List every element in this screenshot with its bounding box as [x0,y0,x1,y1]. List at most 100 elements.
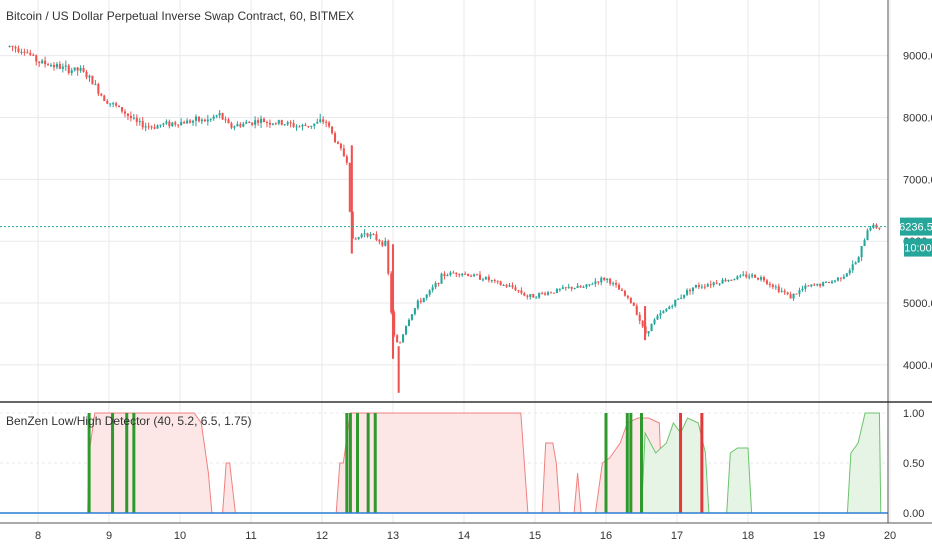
y-tick-label: 8000.0 [903,113,932,125]
candle-down [224,119,227,121]
candle-down [23,51,26,53]
candle-down [17,48,20,52]
candle-down [129,115,132,119]
candle-down [177,124,180,126]
candle-up [759,277,763,280]
candle-down [549,292,553,294]
candle-up [431,287,434,291]
x-tick-label: 12 [316,530,328,542]
candle-up [162,123,165,125]
candle-down [280,120,283,125]
y-tick-label: 7000.0 [903,174,932,186]
green-signal-bar [348,413,352,513]
candle-up [194,116,198,121]
candle-down [118,105,121,108]
candle-up [422,297,425,303]
candle-up [659,313,662,316]
candle-down [487,276,490,281]
candle-up [857,257,860,263]
candle-down [638,314,641,321]
candle-up [313,123,316,126]
candle-up [360,234,363,238]
candle-down [307,125,310,127]
candle-up [191,120,195,123]
candle-up [774,286,777,288]
x-tick-label: 15 [529,530,541,542]
candle-up [41,60,44,64]
candle-up [165,121,168,124]
candle-up [804,285,807,289]
x-tick-label: 8 [35,530,41,542]
candle-up [718,283,721,285]
candle-up [591,283,594,285]
candle-up [582,286,585,288]
candle-up [206,119,209,122]
candle-up [508,285,511,287]
candle-up [404,325,408,335]
candle-up [576,285,579,289]
candle-down [641,320,644,327]
candle-up [680,297,683,299]
y-tick-label: 9000.0 [903,51,932,63]
candle-down [391,244,395,359]
candle-down [765,280,768,284]
candle-down [597,281,600,283]
candle-up [260,118,263,123]
candle-down [153,127,156,129]
candle-up [159,124,162,126]
x-tick-label: 9 [106,530,112,542]
candle-down [393,312,396,336]
candle-down [754,274,757,278]
candle-down [603,277,606,280]
candle-down [336,142,340,144]
candle-down [745,274,748,277]
candle-down [467,273,470,276]
candle-up [286,122,289,125]
candle-down [333,133,337,143]
candle-up [733,279,736,281]
candle-down [709,284,712,286]
candle-down [390,273,393,313]
candle-down [419,300,422,303]
candle-up [180,121,183,126]
candle-down [331,126,334,134]
candle-down [478,274,482,280]
green-signal-bar [604,413,608,513]
candle-up [751,274,754,277]
candle-up [665,309,668,312]
red-signal-bar [679,413,683,513]
candle-down [120,107,124,112]
candle-down [304,124,307,126]
candle-up [588,284,591,286]
candle-down [617,284,621,290]
candle-down [493,280,496,282]
last-price-value: 6236.5 [899,222,932,234]
candle-up [792,293,795,299]
candle-down [768,283,771,285]
candle-down [11,45,14,47]
candle-up [594,281,597,284]
x-tick-label: 20 [884,530,896,542]
candle-up [567,286,570,288]
candle-down [437,283,440,285]
candle-down [505,284,508,287]
candle-up [869,227,872,231]
candle-down [730,279,733,281]
green-signal-bar [366,413,370,513]
candle-down [475,274,479,276]
indicator-series [0,412,888,514]
candle-up [369,234,372,237]
candle-up [739,275,742,277]
candle-down [544,293,547,295]
candle-down [292,123,295,127]
candle-up [653,319,656,324]
candle-down [274,123,277,125]
candle-up [20,51,23,53]
candle-down [807,285,810,287]
candle-up [674,299,677,306]
candle-up [277,120,280,124]
candle-up [662,311,665,314]
candle-down [644,306,647,341]
